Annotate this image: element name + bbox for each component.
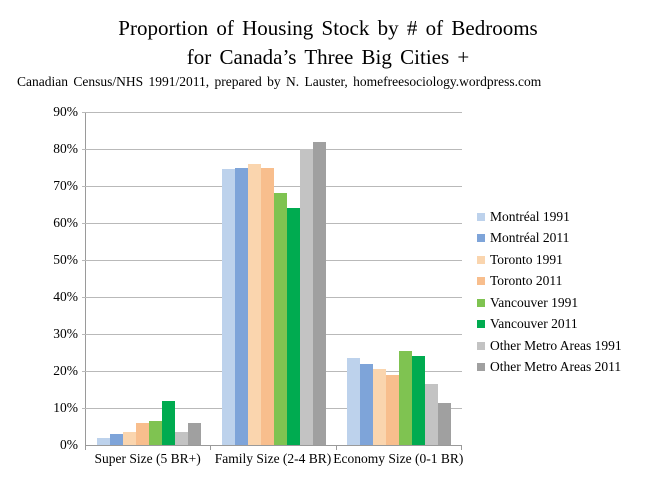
bar	[386, 374, 400, 445]
x-axis-category-label: Economy Size (0-1 BR)	[333, 451, 464, 466]
y-axis-tick-label: 10%	[53, 400, 78, 415]
bar	[412, 356, 426, 445]
y-axis-tick-label: 0%	[60, 437, 78, 452]
bar	[299, 149, 313, 445]
chart-title-line2: for Canada’s Three Big Cities +	[186, 45, 470, 69]
chart-subtitle: Canadian Census/NHS 1991/2011, prepared …	[17, 74, 542, 89]
bar	[247, 163, 261, 445]
bar	[135, 422, 149, 445]
bar	[260, 167, 274, 445]
legend-label: Other Metro Areas 2011	[490, 359, 622, 375]
bar	[122, 432, 136, 445]
legend-swatch	[477, 212, 485, 221]
y-axis-tick-label: 50%	[53, 252, 78, 267]
bar-group	[211, 112, 336, 445]
x-axis-tick	[461, 445, 462, 450]
legend-label: Montréal 2011	[490, 230, 570, 246]
legend-item: Other Metro Areas 2011	[477, 357, 622, 379]
legend-item: Toronto 2011	[477, 271, 622, 293]
chart-title-line1: Proportion of Housing Stock by # of Bedr…	[118, 16, 538, 40]
bar	[360, 363, 374, 445]
y-axis-tick-label: 80%	[53, 141, 78, 156]
legend-item: Vancouver 2011	[477, 314, 622, 336]
x-axis-category-label: Family Size (2-4 BR)	[214, 451, 332, 466]
legend-item: Montréal 2011	[477, 228, 622, 250]
bar	[273, 193, 287, 445]
legend-label: Montréal 1991	[490, 208, 570, 224]
x-axis-tick	[210, 445, 212, 450]
bar-group	[337, 112, 462, 445]
bar	[438, 402, 452, 445]
x-axis-category-label: Super Size (5 BR+)	[94, 451, 201, 466]
gridline	[82, 149, 462, 150]
legend-label: Other Metro Areas 1991	[490, 337, 622, 353]
y-axis-tick-label: 20%	[53, 363, 78, 378]
bar	[234, 167, 248, 445]
bar	[221, 169, 235, 445]
bar	[96, 437, 110, 445]
bar	[109, 433, 123, 445]
legend-item: Vancouver 1991	[477, 292, 622, 314]
y-axis-tick-label: 70%	[53, 178, 78, 193]
legend-label: Vancouver 1991	[490, 294, 579, 310]
x-axis-tick	[335, 445, 337, 450]
legend-swatch	[477, 277, 485, 286]
x-axis-tick	[85, 445, 86, 450]
bar	[174, 432, 188, 445]
y-axis-tick-label: 60%	[53, 215, 78, 230]
legend-swatch	[477, 234, 485, 243]
chart-title: Proportion of Housing Stock by # of Bedr…	[0, 14, 656, 72]
bar	[347, 358, 361, 445]
legend-label: Toronto 1991	[490, 251, 563, 267]
legend-item: Other Metro Areas 1991	[477, 335, 622, 357]
plot-area	[82, 112, 462, 446]
legend-label: Vancouver 2011	[490, 316, 578, 332]
legend: Montréal 1991 Montréal 2011 Toronto 1991 To…	[477, 206, 622, 378]
legend-swatch	[477, 341, 485, 350]
gridline	[82, 112, 462, 113]
bar-groups	[86, 112, 462, 445]
legend-swatch	[477, 320, 485, 329]
bar	[187, 422, 201, 445]
legend-swatch	[477, 363, 485, 372]
y-axis-tick-label: 30%	[53, 326, 78, 341]
legend-item: Toronto 1991	[477, 249, 622, 271]
y-axis-tick-label: 40%	[53, 289, 78, 304]
bar	[161, 400, 175, 445]
bar	[286, 208, 300, 445]
bar	[148, 421, 162, 445]
legend-swatch	[477, 298, 485, 307]
bar	[373, 369, 387, 445]
legend-swatch	[477, 255, 485, 264]
y-axis-tick-label: 90%	[53, 104, 78, 119]
bar-group	[86, 112, 211, 445]
legend-label: Toronto 2011	[490, 273, 563, 289]
legend-item: Montréal 1991	[477, 206, 622, 228]
bar	[425, 384, 439, 445]
bar	[399, 350, 413, 445]
bar	[312, 141, 326, 445]
